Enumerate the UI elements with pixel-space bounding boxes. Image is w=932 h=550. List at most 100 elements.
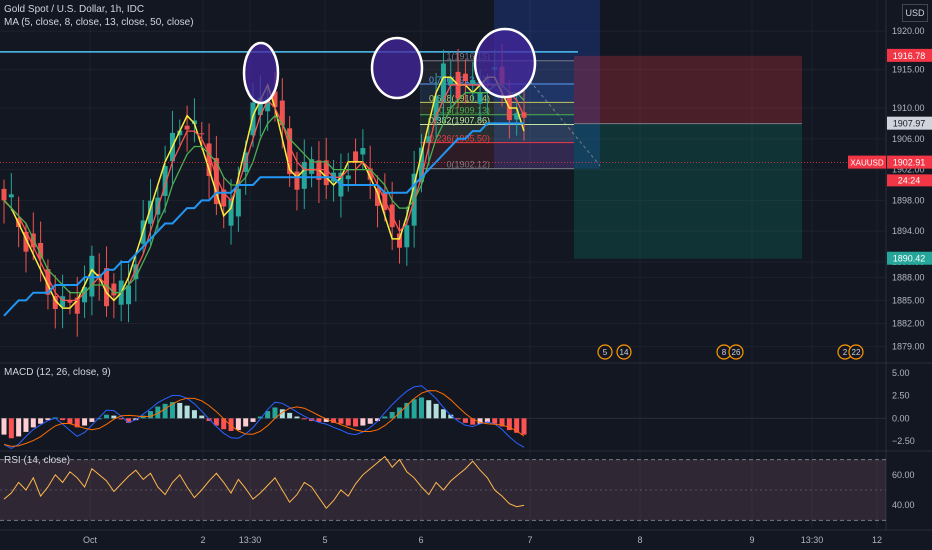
time-tick: Oct — [83, 535, 98, 545]
time-tick: 2 — [200, 535, 205, 545]
price-tick: 1879.00 — [892, 342, 925, 352]
macd-bar — [462, 418, 468, 423]
time-axis[interactable]: Oct 2 13:30 5 6 7 8 9 13:30 12 — [0, 529, 932, 545]
candle-body — [265, 98, 271, 112]
macd-bar — [23, 418, 29, 432]
candle-body — [52, 295, 58, 309]
candle-body — [375, 188, 381, 206]
candle-body — [191, 120, 197, 125]
macd-bar — [375, 418, 381, 422]
fib-label: 0(1902.12) — [446, 160, 490, 170]
annotation-circles[interactable] — [242, 27, 537, 105]
time-tick: 9 — [749, 535, 754, 545]
price-tick: 1910.00 — [892, 103, 925, 113]
countdown-label: 24:24 — [898, 175, 921, 185]
macd-bar — [389, 411, 395, 419]
rsi-legend[interactable]: RSI (14, close) — [4, 455, 71, 466]
macd-bar — [367, 418, 373, 424]
candle-body — [514, 113, 520, 120]
ma-line-3 — [3, 84, 525, 294]
macd-line — [3, 390, 525, 447]
macd-bar — [38, 418, 44, 424]
chart-title[interactable]: Gold Spot / U.S. Dollar, 1h, IDC — [4, 4, 145, 15]
candle-body — [462, 73, 468, 82]
macd-bar — [360, 418, 366, 426]
rsi-tick: 60.00 — [892, 470, 915, 480]
price-level-label: 1916.78 — [893, 51, 926, 61]
macd-bar — [265, 411, 271, 419]
macd-bar — [294, 416, 300, 419]
event-marker — [728, 344, 744, 360]
time-tick: 7 — [527, 535, 532, 545]
macd-bar — [338, 418, 344, 424]
candle-body — [235, 188, 241, 217]
macd-bar — [279, 409, 285, 419]
macd-bar — [169, 402, 175, 419]
candle-body — [147, 200, 153, 224]
ma-legend[interactable]: MA (5, close, 8, close, 13, close, 50, c… — [4, 17, 194, 28]
price-level-box — [887, 251, 932, 265]
candle-body — [477, 92, 483, 104]
price-tick: 1906.00 — [892, 134, 925, 144]
candle-body — [206, 143, 212, 176]
last-price-label: 1902.91 — [893, 158, 926, 168]
candle-body — [67, 300, 73, 303]
macd-bar — [514, 418, 520, 433]
macd-tick: −2.50 — [892, 436, 915, 446]
candle-body — [404, 225, 410, 248]
price-axis[interactable]: 1879.001882.001885.001888.001890.001894.… — [0, 26, 932, 510]
fib-label: 1(1916.15) — [446, 52, 490, 62]
candle-body — [250, 102, 256, 136]
candle-body — [82, 287, 88, 303]
time-tick: 5 — [322, 535, 327, 545]
macd-bar — [411, 399, 417, 419]
macd-pane — [0, 385, 886, 449]
candle-body — [396, 233, 402, 248]
macd-bar — [484, 418, 490, 423]
candle-body — [228, 199, 234, 226]
macd-bar — [250, 418, 256, 422]
macd-bar — [213, 418, 219, 426]
macd-bar — [506, 418, 512, 431]
macd-bar — [96, 418, 102, 420]
rsi-pane — [0, 455, 886, 521]
candle-body — [177, 130, 183, 136]
candle-body — [426, 136, 432, 143]
fib-band — [420, 114, 574, 125]
candle-body — [433, 95, 439, 121]
macd-bar — [287, 412, 293, 419]
event-markers[interactable]: 5 14 8 26 2 22 — [597, 344, 864, 360]
candle-body — [440, 63, 446, 103]
macd-bar — [492, 418, 498, 424]
candle-body — [301, 161, 307, 189]
macd-legend[interactable]: MACD (12, 26, close, 9) — [4, 367, 111, 378]
candle-body — [323, 160, 329, 186]
highlight-circle — [370, 36, 424, 100]
macd-bar — [147, 411, 153, 419]
candle-body — [162, 165, 168, 196]
macd-bar — [191, 410, 197, 419]
macd-bar — [323, 418, 329, 422]
macd-bar — [155, 406, 161, 419]
candle-body — [418, 147, 424, 182]
price-tick: 1882.00 — [892, 319, 925, 329]
macd-bar — [243, 418, 249, 427]
fib-label: 0.5(1909.13) — [439, 106, 490, 116]
macd-bar — [301, 418, 307, 420]
price-level-box — [887, 116, 932, 130]
macd-bar — [418, 397, 424, 419]
macd-bar — [89, 418, 95, 422]
macd-bar — [272, 407, 278, 419]
macd-bar — [316, 418, 322, 422]
event-label: 14 — [620, 348, 629, 357]
macd-bar — [104, 414, 110, 419]
candle-body — [111, 283, 117, 296]
macd-bar — [440, 409, 446, 419]
price-level-label: 1907.97 — [893, 119, 926, 129]
macd-bar — [177, 402, 183, 419]
candle-body — [184, 125, 190, 130]
candle-body — [272, 91, 278, 108]
candle-body — [345, 175, 351, 180]
currency-label[interactable]: USD — [902, 4, 928, 22]
